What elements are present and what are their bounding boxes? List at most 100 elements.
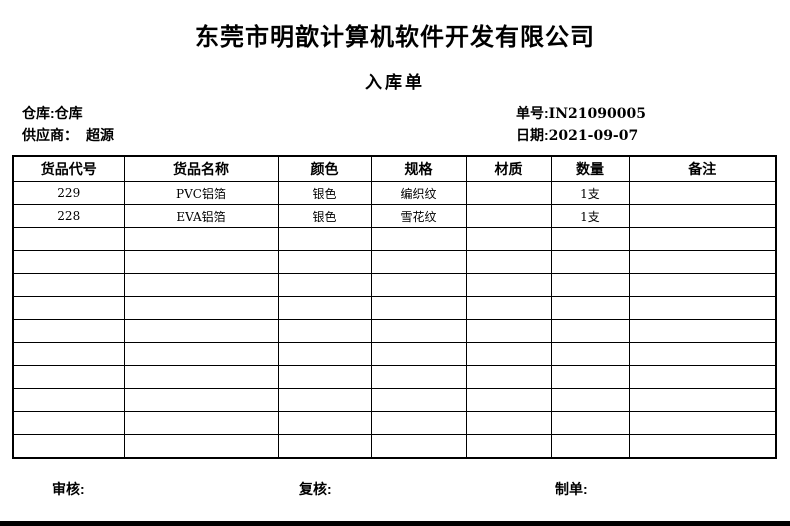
table-cell: 1支 bbox=[550, 181, 630, 205]
table-cell bbox=[465, 181, 552, 205]
table-cell bbox=[550, 296, 630, 320]
table-cell bbox=[370, 434, 467, 459]
table-cell bbox=[550, 411, 630, 435]
table-cell bbox=[12, 434, 125, 459]
review-label: 复核: bbox=[299, 481, 332, 497]
table-row bbox=[12, 227, 777, 251]
table-cell: 银色 bbox=[277, 204, 372, 228]
table-cell bbox=[550, 365, 630, 389]
table-row bbox=[12, 365, 777, 389]
table-cell bbox=[370, 365, 467, 389]
table-cell bbox=[628, 434, 777, 459]
table-row bbox=[12, 388, 777, 412]
table-row: 229 PVC铝箔 银色 编织纹 1支 bbox=[12, 181, 777, 205]
warehouse-label: 仓库: bbox=[22, 105, 55, 121]
table-header-cell: 货品代号 bbox=[12, 155, 125, 182]
table-cell bbox=[123, 250, 279, 274]
table-row bbox=[12, 296, 777, 320]
date-value: 2021-09-07 bbox=[548, 128, 639, 144]
table-cell bbox=[465, 204, 552, 228]
table-cell bbox=[628, 227, 777, 251]
table-cell bbox=[465, 388, 552, 412]
table-cell bbox=[12, 388, 125, 412]
table-cell bbox=[370, 388, 467, 412]
table-cell bbox=[123, 411, 279, 435]
table-cell bbox=[628, 411, 777, 435]
table-cell bbox=[123, 273, 279, 297]
supplier-label: 供应商： bbox=[22, 127, 78, 143]
table-cell bbox=[123, 319, 279, 343]
table-cell bbox=[277, 388, 372, 412]
order-number-value: IN21090005 bbox=[548, 106, 646, 122]
table-cell: 银色 bbox=[277, 181, 372, 205]
table-cell bbox=[370, 411, 467, 435]
audit-label: 审核: bbox=[52, 481, 85, 497]
table-cell bbox=[465, 250, 552, 274]
table-cell: EVA铝箔 bbox=[123, 204, 279, 228]
table-cell bbox=[277, 250, 372, 274]
warehouse-line: 仓库:仓库 bbox=[22, 103, 83, 123]
table-header-row: 货品代号 货品名称 颜色 规格 材质 数量 备注 bbox=[12, 155, 777, 182]
table-cell bbox=[550, 319, 630, 343]
table-cell bbox=[465, 273, 552, 297]
table-cell bbox=[12, 411, 125, 435]
table-cell bbox=[12, 365, 125, 389]
table-row: 228 EVA铝箔 银色 雪花纹 1支 bbox=[12, 204, 777, 228]
table-cell bbox=[465, 365, 552, 389]
table-cell bbox=[370, 250, 467, 274]
table-cell bbox=[628, 296, 777, 320]
table-cell bbox=[277, 319, 372, 343]
table-cell: 雪花纹 bbox=[370, 204, 467, 228]
table-cell bbox=[277, 227, 372, 251]
table-cell bbox=[550, 250, 630, 274]
table-cell bbox=[277, 411, 372, 435]
table-cell bbox=[12, 319, 125, 343]
table-cell bbox=[12, 342, 125, 366]
table-cell bbox=[277, 296, 372, 320]
table-cell: 228 bbox=[12, 204, 125, 228]
table-cell bbox=[628, 250, 777, 274]
table-body: 229 PVC铝箔 银色 编织纹 1支 228 EVA铝箔 银色 雪花纹 1支 bbox=[12, 181, 777, 459]
order-number-line: 单号:IN21090005 bbox=[516, 103, 646, 123]
table-cell bbox=[123, 296, 279, 320]
table-cell bbox=[370, 296, 467, 320]
supplier-value: 超源 bbox=[86, 127, 114, 143]
company-title: 东莞市明歆计算机软件开发有限公司 bbox=[195, 24, 595, 51]
table-cell bbox=[277, 273, 372, 297]
items-table: 货品代号 货品名称 颜色 规格 材质 数量 备注 229 PVC铝箔 银色 编织纹 1支 228 EVA… bbox=[12, 155, 777, 459]
table-row bbox=[12, 319, 777, 343]
supplier-line: 供应商： 超源 bbox=[22, 125, 114, 145]
table-header-cell: 材质 bbox=[465, 155, 552, 182]
table-cell bbox=[465, 411, 552, 435]
table-cell bbox=[370, 273, 467, 297]
table-cell bbox=[12, 273, 125, 297]
table-header-cell: 规格 bbox=[370, 155, 467, 182]
order-number-label: 单号: bbox=[516, 105, 549, 121]
table-cell bbox=[465, 227, 552, 251]
table-cell bbox=[465, 342, 552, 366]
table-cell bbox=[12, 227, 125, 251]
form-title: 入库单 bbox=[365, 73, 425, 92]
table-cell bbox=[12, 296, 125, 320]
table-cell bbox=[12, 250, 125, 274]
date-line: 日期:2021-09-07 bbox=[516, 125, 638, 145]
table-header-cell: 货品名称 bbox=[123, 155, 279, 182]
table-cell bbox=[123, 365, 279, 389]
table-cell bbox=[277, 342, 372, 366]
bottom-border-bar bbox=[0, 521, 790, 526]
table-cell bbox=[628, 342, 777, 366]
table-cell bbox=[550, 342, 630, 366]
table-cell: 编织纹 bbox=[370, 181, 467, 205]
signature-row: 审核: 复核: 制单: bbox=[0, 473, 790, 503]
date-label: 日期: bbox=[516, 127, 549, 143]
table-row bbox=[12, 250, 777, 274]
table-cell: 229 bbox=[12, 181, 125, 205]
table-cell bbox=[628, 204, 777, 228]
table-cell bbox=[465, 319, 552, 343]
table-cell bbox=[550, 227, 630, 251]
form-info-block: 仓库:仓库 供应商： 超源 单号:IN21090005 日期:2021-09-07 bbox=[0, 103, 790, 155]
table-cell bbox=[628, 365, 777, 389]
table-row bbox=[12, 342, 777, 366]
table-cell bbox=[628, 181, 777, 205]
